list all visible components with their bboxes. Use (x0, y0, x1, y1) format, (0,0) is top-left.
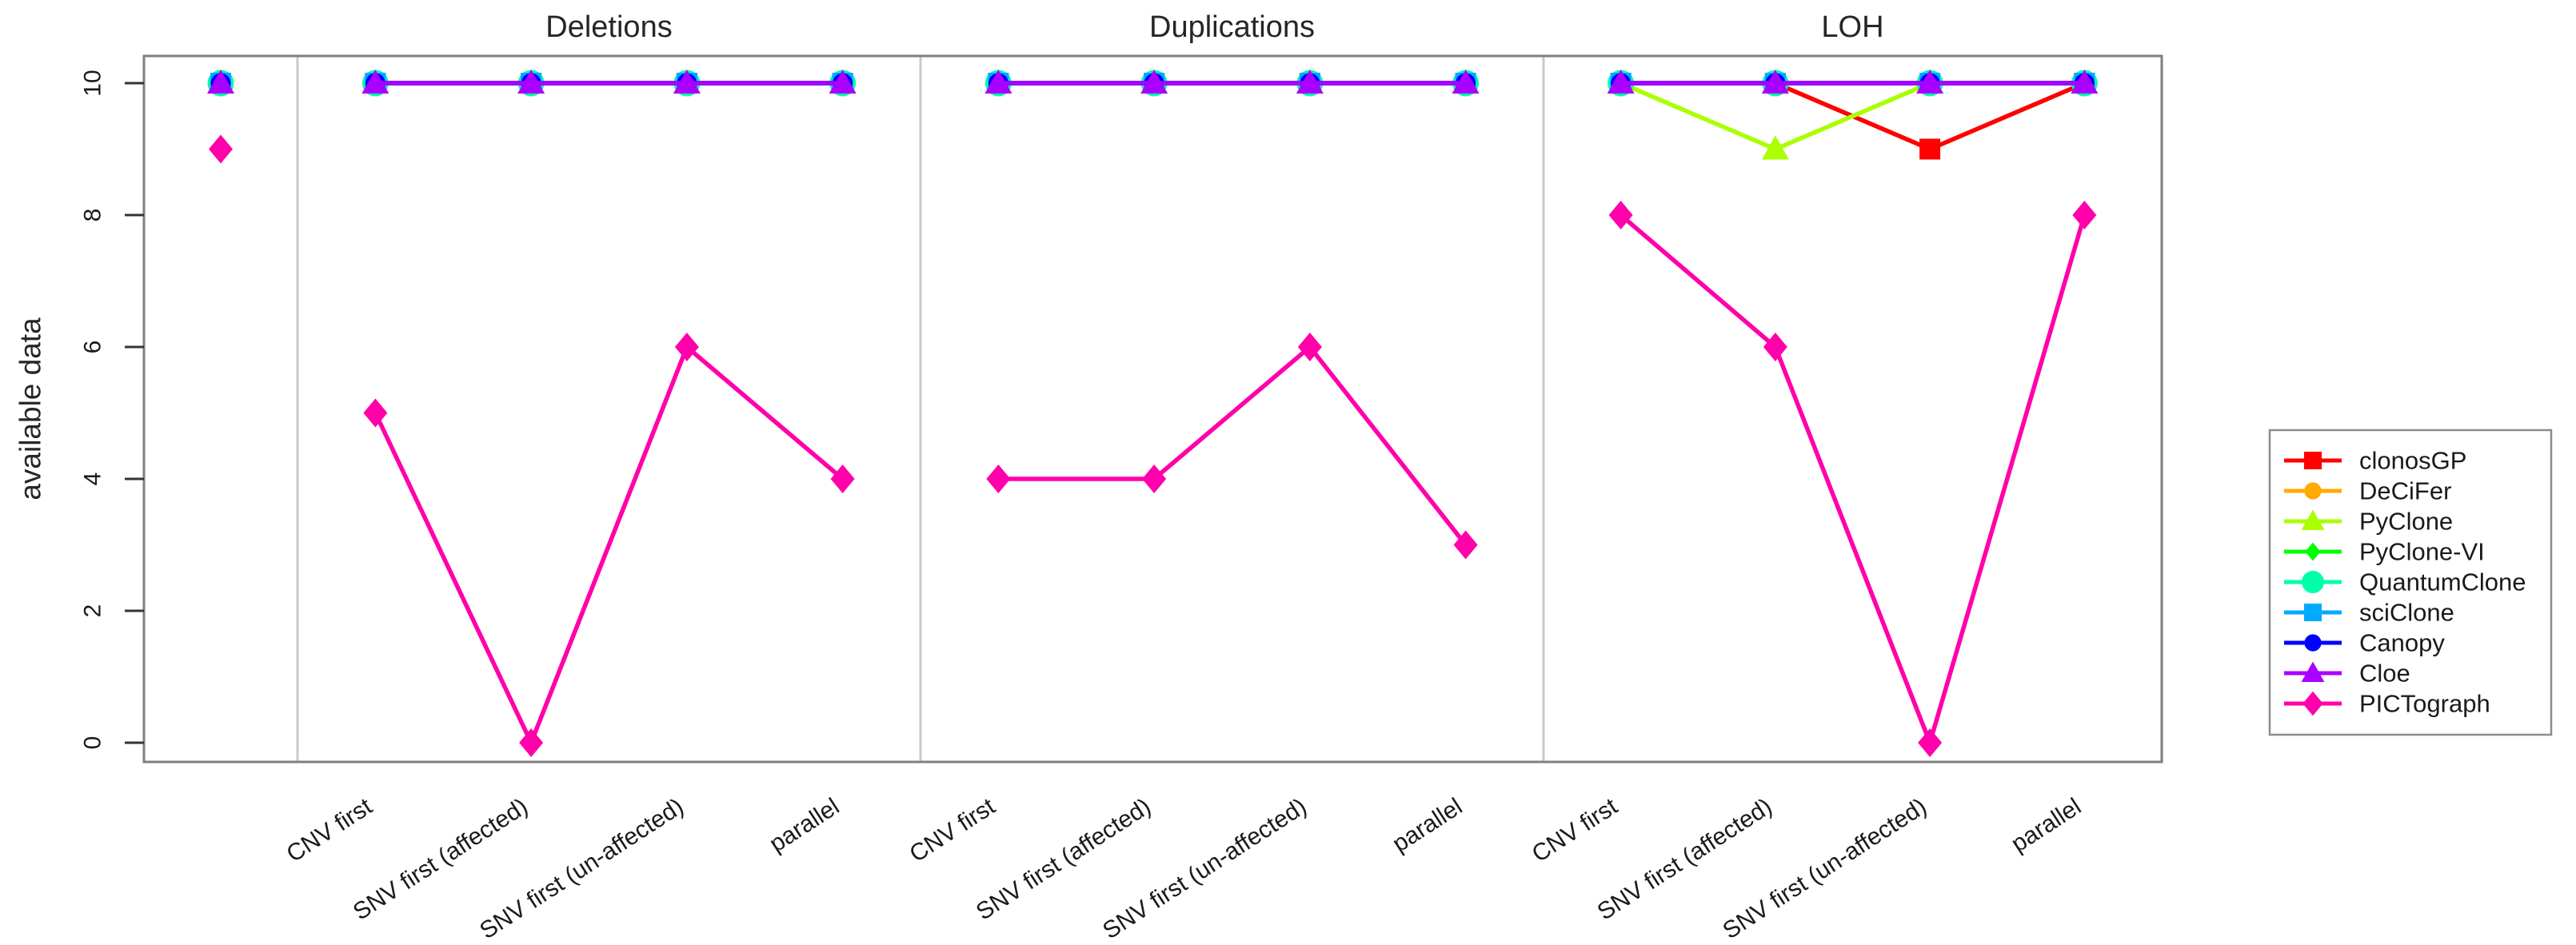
legend-entry-PyClone: PyClone (2359, 508, 2453, 536)
series-marker-PyClone-loh (1761, 135, 1789, 160)
series-marker-PICTograph-deletions (830, 465, 855, 493)
series-line-PICTograph-deletions (373, 343, 845, 748)
y-tick-label: 6 (80, 341, 106, 354)
legend-marker-clonosGP (2303, 451, 2322, 470)
series-marker-Cloe-duplications (1452, 70, 1480, 94)
legend-entry-sciClone: sciClone (2359, 599, 2454, 627)
legend-entry-DeCiFer: DeCiFer (2359, 477, 2451, 505)
series-marker-clonosGP-loh (1919, 138, 1941, 160)
legend-marker-sciClone (2303, 603, 2322, 622)
plot-box (142, 54, 2163, 764)
legend-marker-PyClone (2301, 509, 2325, 531)
series-marker-PICTograph-loh (1608, 201, 1633, 229)
series-marker-Cloe-loh (1607, 70, 1635, 94)
legend-entry-PICTograph: PICTograph (2359, 690, 2490, 718)
y-axis-label: available data (14, 317, 47, 500)
y-tick-label: 10 (80, 70, 106, 96)
series-marker-PICTograph-deletions (674, 333, 699, 361)
panel-title-deletions: Deletions (545, 10, 672, 44)
legend-entry-Canopy: Canopy (2359, 629, 2445, 657)
y-tick-label: 4 (80, 472, 106, 486)
y-tick-label: 8 (80, 209, 106, 222)
legend-marker-DeCiFer (2304, 482, 2322, 500)
series-marker-PICTograph-duplications (1453, 530, 1478, 560)
series-marker-PICTograph-deletions (519, 728, 544, 757)
series-line-PICTograph-loh (1619, 213, 2087, 750)
series-marker-Cloe-duplications (1140, 70, 1168, 94)
series-marker-PICTograph-loh (1918, 728, 1943, 757)
legend-entry-Cloe: Cloe (2359, 660, 2410, 688)
panel-title-duplications: Duplications (1149, 10, 1315, 44)
legend-marker-Canopy (2304, 634, 2322, 652)
legend-marker-PICTograph (2302, 691, 2323, 716)
legend-marker-Cloe (2301, 661, 2325, 683)
series-marker-Cloe-deletions (673, 70, 701, 94)
y-tick-label: 0 (80, 736, 106, 750)
series-line-PICTograph-duplications (998, 344, 1468, 547)
legend-marker-QuantumClone (2301, 570, 2325, 594)
series-marker-Cloe-baseline (207, 70, 234, 94)
series-marker-PICTograph-baseline (209, 134, 233, 164)
series-marker-Cloe-loh (1916, 70, 1944, 94)
legend-marker-PyClone-VI (2305, 542, 2321, 561)
series-marker-PICTograph-deletions (363, 398, 388, 428)
series-marker-Cloe-deletions (517, 70, 545, 94)
legend-entry-QuantumClone: QuantumClone (2359, 568, 2526, 596)
series-marker-Cloe-loh (2071, 70, 2099, 94)
series-marker-PICTograph-loh (2072, 201, 2097, 229)
legend-entry-clonosGP: clonosGP (2359, 447, 2466, 475)
panel-title-loh: LOH (1821, 10, 1883, 44)
series-marker-Cloe-loh (1761, 70, 1789, 94)
series-marker-PICTograph-loh (1763, 333, 1787, 361)
y-tick-label: 2 (80, 604, 106, 618)
series-marker-Cloe-duplications (1296, 70, 1324, 94)
series-marker-PICTograph-duplications (1142, 465, 1167, 493)
series-marker-Cloe-deletions (829, 70, 857, 94)
legend-entry-PyClone-VI: PyClone-VI (2359, 538, 2485, 566)
series-marker-PICTograph-duplications (1297, 333, 1322, 361)
series-marker-PICTograph-duplications (986, 465, 1011, 493)
series-marker-Cloe-duplications (984, 70, 1012, 94)
series-marker-Cloe-deletions (361, 70, 389, 94)
